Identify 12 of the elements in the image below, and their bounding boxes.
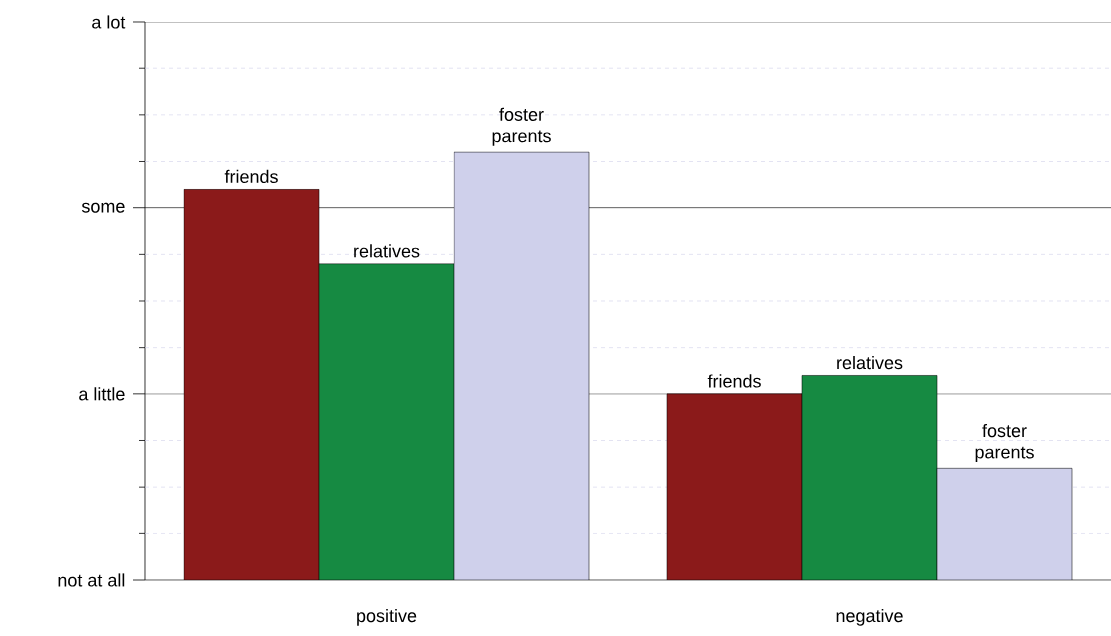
ref-line-label: a little bbox=[79, 387, 125, 401]
series-label: friends bbox=[224, 169, 278, 184]
ref-line-label: a lot bbox=[92, 15, 126, 29]
series-label: foster parents bbox=[492, 107, 551, 146]
text: foster parents bbox=[975, 423, 1034, 463]
text: relatives bbox=[837, 355, 903, 370]
ref-line-label: not at all bbox=[58, 573, 125, 587]
ref-line-label: some bbox=[81, 202, 125, 213]
x-tick-label: negative bbox=[836, 608, 903, 626]
x-tick-label: positive bbox=[357, 608, 417, 626]
text: friends bbox=[707, 374, 761, 388]
series-label: relatives bbox=[354, 244, 420, 258]
